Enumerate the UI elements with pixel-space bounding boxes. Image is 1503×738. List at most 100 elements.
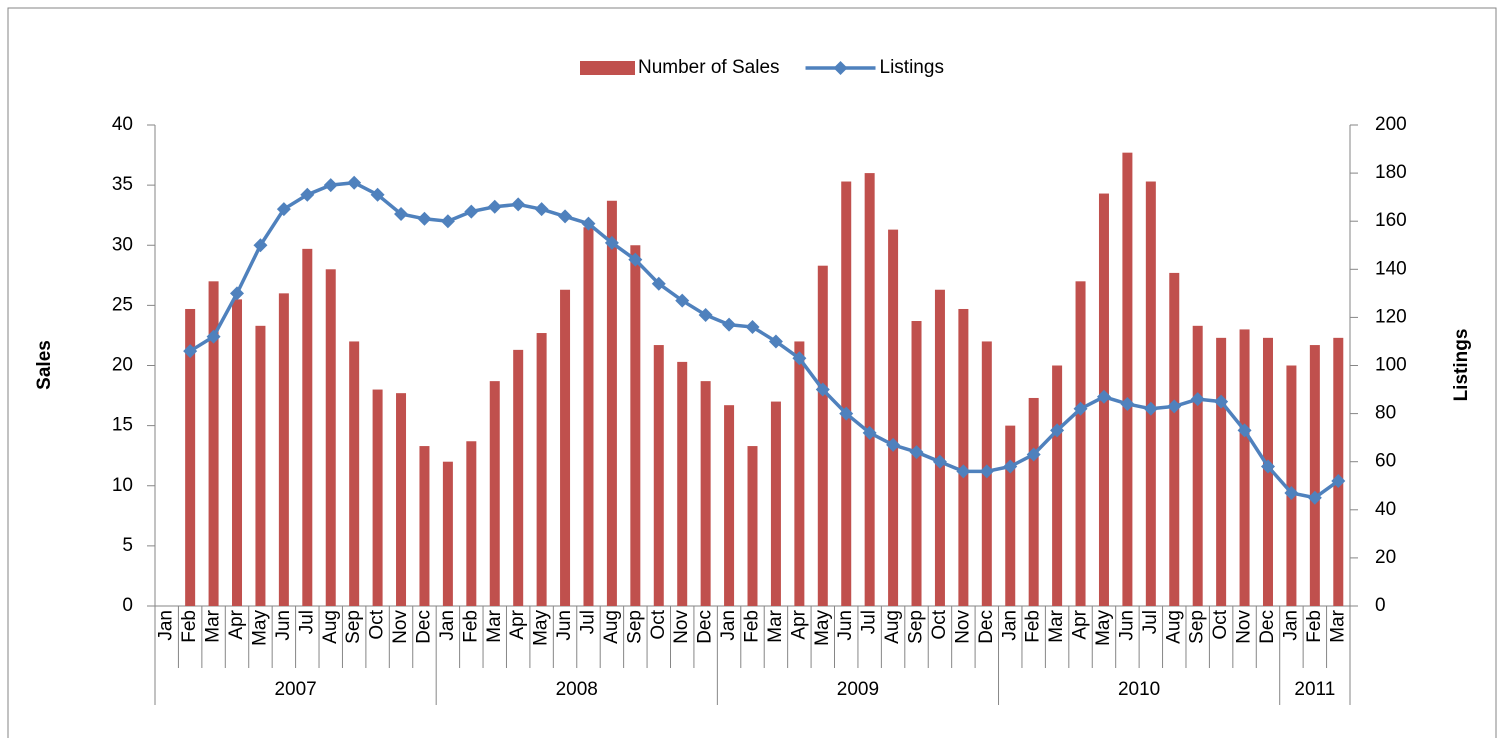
x-tick-label: Jun	[1116, 610, 1137, 641]
group-label: 2007	[274, 679, 316, 700]
bar	[1286, 365, 1297, 606]
bar	[396, 393, 407, 606]
group-label: 2008	[556, 679, 598, 700]
bar	[349, 341, 360, 606]
group-label: 2010	[1118, 679, 1160, 700]
line-marker	[1143, 401, 1158, 416]
bar	[700, 381, 711, 606]
line-marker	[886, 437, 901, 452]
bar	[958, 308, 969, 606]
line-marker	[1120, 396, 1135, 411]
y-tick-label: 0	[122, 595, 133, 616]
bar	[1005, 425, 1016, 606]
line-marker	[1214, 394, 1229, 409]
x-tick-label: Mar	[765, 609, 786, 642]
bar	[1169, 272, 1180, 606]
x-tick-label: Jan	[437, 610, 458, 641]
bar	[770, 401, 781, 606]
x-tick-label: Jun	[835, 610, 856, 641]
legend-swatch	[580, 61, 635, 75]
line-marker	[1050, 423, 1065, 438]
x-tick-label: Apr	[1070, 609, 1091, 639]
x-tick-label: Feb	[1023, 610, 1044, 643]
y-axis-label: Sales	[34, 340, 55, 390]
bar	[489, 381, 500, 606]
bar	[1216, 337, 1227, 606]
line-marker	[394, 206, 409, 221]
line-marker	[558, 209, 573, 224]
y2-tick-label: 100	[1375, 355, 1407, 376]
x-tick-label: Nov	[952, 610, 973, 644]
x-tick-label: Feb	[179, 610, 200, 643]
line-marker	[815, 382, 830, 397]
x-tick-label: Jul	[1140, 610, 1161, 634]
y2-tick-label: 40	[1375, 499, 1396, 520]
bar	[911, 321, 922, 606]
line-marker	[1331, 473, 1346, 488]
bar	[185, 308, 196, 606]
x-tick-label: Feb	[1304, 610, 1325, 643]
bar	[747, 446, 758, 606]
bar	[1239, 329, 1250, 606]
line-marker	[604, 235, 619, 250]
y2-tick-label: 80	[1375, 403, 1396, 424]
bar	[817, 265, 828, 606]
x-tick-label: Nov	[671, 610, 692, 644]
bar	[372, 389, 383, 606]
x-tick-label: Feb	[460, 610, 481, 643]
x-tick-label: May	[812, 610, 833, 646]
y-tick-label: 10	[112, 475, 133, 496]
bar	[1122, 152, 1133, 606]
line-marker	[581, 216, 596, 231]
legend-marker	[833, 61, 848, 75]
line-marker	[347, 175, 362, 190]
line-marker	[745, 320, 760, 335]
legend: Number of Sales Listings	[580, 57, 944, 78]
bar	[1333, 337, 1344, 606]
bar	[466, 441, 477, 606]
x-tick-label: Apr	[788, 609, 809, 639]
x-tick-label: Jan	[156, 610, 177, 641]
x-tick-label: Dec	[1257, 610, 1278, 644]
line-marker	[909, 445, 924, 460]
legend-label: Listings	[880, 57, 944, 78]
bar	[794, 341, 805, 606]
line-marker	[1167, 399, 1182, 414]
x-tick-label: Nov	[1234, 610, 1255, 644]
line-marker	[1073, 401, 1088, 416]
y-tick-label: 15	[112, 415, 133, 436]
x-tick-label: Jun	[273, 610, 294, 641]
bar	[560, 289, 571, 606]
x-tick-label: Sep	[624, 610, 645, 644]
x-tick-label: Sep	[343, 610, 364, 644]
bar	[1075, 281, 1086, 606]
x-tick-label: Oct	[367, 609, 388, 639]
y-tick-label: 35	[112, 174, 133, 195]
bar	[255, 325, 266, 606]
line-marker	[651, 276, 666, 291]
bar	[1052, 365, 1063, 606]
y-tick-label: 40	[112, 114, 133, 135]
x-tick-label: Mar	[484, 609, 505, 642]
line-marker	[534, 202, 549, 217]
line-marker	[932, 454, 947, 469]
bar	[724, 405, 735, 606]
line-marker	[979, 464, 994, 479]
y2-tick-label: 120	[1375, 306, 1407, 327]
line-marker	[511, 197, 526, 212]
bar	[864, 173, 875, 606]
line-marker	[956, 464, 971, 479]
line-marker	[253, 238, 268, 253]
x-tick-label: Jul	[296, 610, 317, 634]
y2-tick-label: 140	[1375, 258, 1407, 279]
y2-tick-label: 60	[1375, 451, 1396, 472]
line-marker	[1026, 447, 1041, 462]
line-marker	[628, 252, 643, 267]
line-marker	[722, 317, 737, 332]
y2-tick-label: 200	[1375, 114, 1407, 135]
x-tick-label: Oct	[648, 609, 669, 639]
line-marker	[440, 214, 455, 229]
line-marker	[370, 187, 385, 202]
bar	[1028, 397, 1039, 606]
